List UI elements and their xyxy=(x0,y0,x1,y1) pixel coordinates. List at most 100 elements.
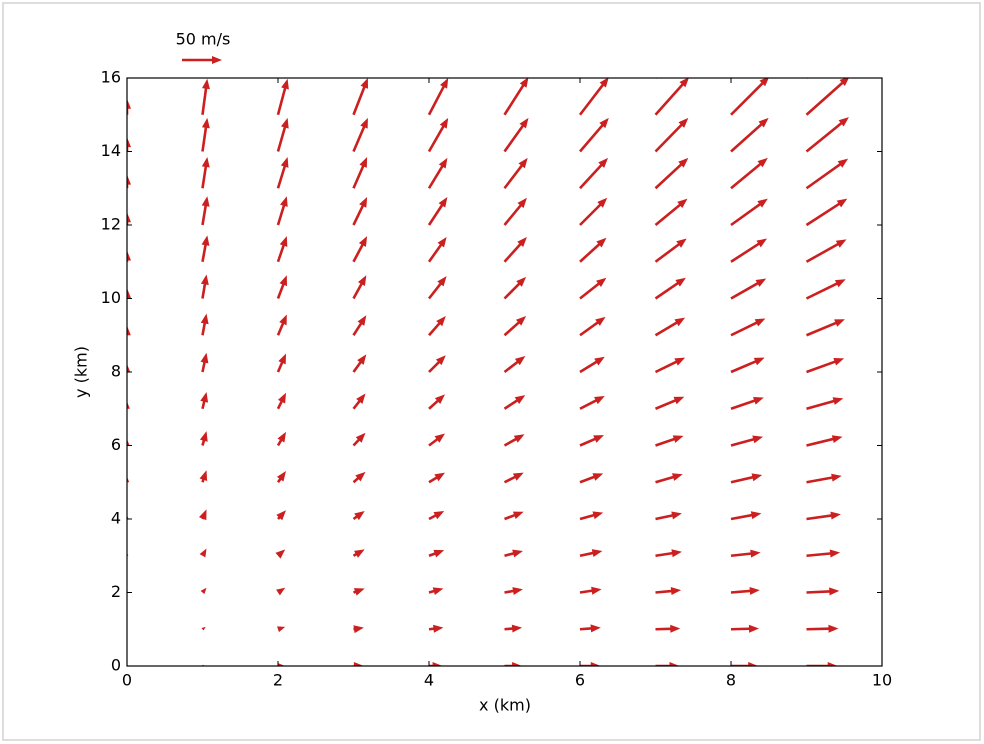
arrow xyxy=(352,471,366,484)
arrow xyxy=(806,397,844,410)
arrow xyxy=(805,117,849,153)
arrow xyxy=(579,237,607,263)
arrow xyxy=(730,473,763,484)
arrow xyxy=(806,587,840,596)
arrow xyxy=(276,236,288,263)
arrow xyxy=(427,276,447,300)
arrow xyxy=(127,137,131,152)
arrow xyxy=(503,78,529,116)
x-tick-label: 8 xyxy=(726,671,736,690)
arrow xyxy=(503,395,526,410)
arrow xyxy=(805,158,849,190)
y-tick-label: 10 xyxy=(101,288,121,307)
arrow xyxy=(579,117,609,153)
arrow xyxy=(806,319,845,337)
arrow xyxy=(352,432,366,447)
arrow xyxy=(805,78,849,116)
arrow xyxy=(201,117,210,152)
arrow xyxy=(580,662,601,666)
arrow xyxy=(579,511,604,521)
arrow xyxy=(805,239,847,263)
arrow xyxy=(277,626,286,633)
y-axis-label: y (km) xyxy=(72,346,91,398)
arrow xyxy=(427,117,449,153)
arrow xyxy=(579,316,606,337)
arrow xyxy=(730,586,760,595)
arrow xyxy=(579,624,601,633)
arrow xyxy=(730,157,768,190)
arrow xyxy=(579,277,607,300)
arrow xyxy=(127,212,131,225)
arrow xyxy=(127,98,131,115)
arrow xyxy=(276,510,286,521)
arrow xyxy=(655,662,680,666)
arrow xyxy=(428,472,445,484)
arrow xyxy=(352,354,367,373)
arrow xyxy=(200,313,209,336)
arrow xyxy=(352,315,367,336)
arrow xyxy=(730,511,762,521)
key-label: 50 m/s xyxy=(176,30,231,49)
arrow xyxy=(730,397,764,410)
arrow xyxy=(579,356,605,374)
arrow xyxy=(427,236,447,263)
arrow xyxy=(730,198,768,227)
arrow xyxy=(353,662,364,666)
arrow xyxy=(503,197,527,226)
arrow xyxy=(353,625,364,634)
arrow xyxy=(427,157,448,189)
arrow xyxy=(805,198,848,227)
arrow xyxy=(352,78,368,116)
arrow xyxy=(427,197,448,226)
arrow xyxy=(730,549,761,558)
arrow xyxy=(428,355,446,373)
arrow xyxy=(199,431,208,446)
arrow xyxy=(278,663,286,666)
arrow xyxy=(655,511,682,521)
arrow xyxy=(654,317,686,337)
y-tick-label: 4 xyxy=(111,509,121,528)
arrow xyxy=(504,587,523,595)
arrow xyxy=(579,197,608,226)
arrow xyxy=(276,196,288,226)
arrow xyxy=(654,157,689,190)
arrow xyxy=(276,353,286,373)
arrow xyxy=(806,435,843,447)
arrow xyxy=(503,434,525,447)
arrow xyxy=(428,549,445,558)
arrow xyxy=(503,236,527,263)
arrow xyxy=(201,626,206,631)
arrow xyxy=(730,117,769,153)
arrow xyxy=(504,549,523,558)
arrow xyxy=(127,325,131,336)
arrow xyxy=(275,549,286,559)
arrow xyxy=(654,78,689,116)
arrow xyxy=(127,174,131,189)
x-tick-label: 0 xyxy=(122,671,132,690)
arrow xyxy=(805,279,846,300)
arrow xyxy=(428,587,444,596)
key-arrow xyxy=(182,56,222,64)
x-tick-label: 2 xyxy=(273,671,283,690)
arrow xyxy=(730,318,766,337)
arrow xyxy=(806,549,841,558)
arrow xyxy=(579,157,608,190)
arrow xyxy=(655,549,682,558)
arrow xyxy=(654,238,687,263)
x-axis-label: x (km) xyxy=(479,696,531,715)
y-tick-label: 6 xyxy=(111,435,121,454)
arrow xyxy=(127,439,130,446)
arrow xyxy=(730,357,765,374)
arrow xyxy=(503,356,526,374)
arrow xyxy=(428,433,445,447)
arrow xyxy=(655,396,685,410)
arrow xyxy=(730,238,767,263)
arrow xyxy=(579,473,604,484)
arrow xyxy=(730,278,767,300)
arrow xyxy=(655,624,681,633)
arrow xyxy=(352,511,365,521)
arrow xyxy=(730,78,769,116)
arrow xyxy=(201,157,210,189)
arrow xyxy=(200,391,209,410)
